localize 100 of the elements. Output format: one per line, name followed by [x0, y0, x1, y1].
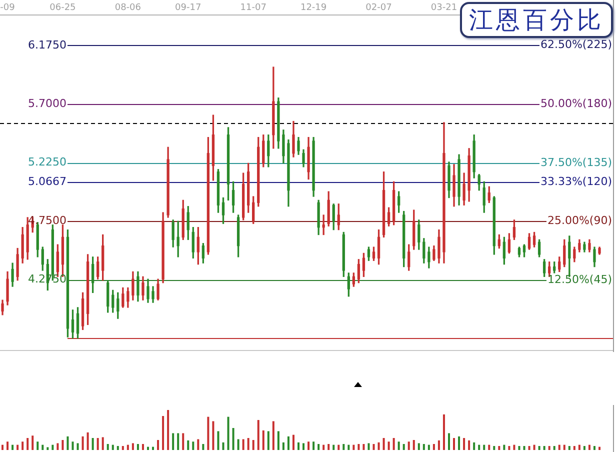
bar — [598, 446, 600, 450]
bar — [428, 444, 430, 450]
bar — [212, 421, 214, 450]
y-tick-label: 5.7000 — [28, 96, 66, 110]
bar — [442, 414, 445, 450]
bar — [16, 444, 19, 450]
bar — [142, 444, 144, 450]
bar — [167, 410, 170, 450]
bar — [76, 443, 79, 450]
bar — [32, 436, 34, 450]
bar — [563, 444, 566, 450]
bar — [528, 446, 530, 450]
bar — [86, 432, 89, 450]
bar — [297, 442, 300, 450]
bar — [488, 444, 490, 450]
bar — [382, 438, 385, 450]
bar — [438, 440, 440, 450]
bar — [262, 430, 264, 450]
bar — [302, 443, 305, 450]
bar — [197, 439, 200, 450]
bar — [252, 440, 254, 450]
bar — [102, 437, 104, 450]
x-tick-label: 11-07 — [240, 2, 266, 13]
bar — [318, 444, 320, 450]
bar — [82, 436, 84, 450]
ref-line-label: 62.50%(225) — [540, 38, 612, 51]
y-tick-label: 5.2250 — [28, 155, 66, 168]
bar — [177, 433, 180, 450]
x-tick-label: 03-21 — [430, 2, 458, 13]
bar — [448, 433, 450, 450]
bar — [338, 444, 340, 450]
bar — [232, 428, 234, 450]
bar — [66, 436, 69, 450]
bar — [508, 446, 510, 450]
bar — [322, 444, 325, 450]
bar — [588, 444, 590, 450]
bar — [493, 446, 496, 450]
bar — [458, 436, 460, 450]
bar — [538, 446, 540, 450]
bar — [342, 444, 345, 450]
bar — [553, 446, 556, 450]
bar — [257, 420, 260, 450]
bar — [352, 444, 355, 450]
bar — [126, 444, 129, 450]
bar — [46, 447, 49, 450]
bar — [227, 416, 230, 450]
bar — [568, 446, 570, 450]
bar — [513, 444, 516, 450]
bar — [6, 442, 9, 450]
bar — [362, 444, 365, 450]
bar — [282, 442, 284, 450]
bar — [468, 440, 470, 450]
bar — [583, 446, 586, 450]
bar — [398, 442, 400, 450]
bar — [96, 438, 99, 450]
bar — [432, 444, 435, 450]
bar — [473, 442, 476, 450]
bar — [222, 442, 224, 450]
bar — [92, 438, 94, 450]
bar — [202, 444, 204, 450]
bar — [328, 444, 330, 450]
bar — [26, 438, 29, 450]
bar — [52, 444, 54, 450]
bar — [312, 442, 315, 450]
bar — [136, 444, 139, 450]
ref-line-label: 12.50%(45) — [547, 272, 612, 286]
bar — [593, 446, 596, 450]
bar — [152, 446, 154, 450]
bar — [503, 444, 506, 450]
chart-title: 江恩百分比 — [460, 2, 613, 38]
bar — [332, 444, 335, 450]
bar — [573, 446, 576, 450]
bar — [162, 416, 164, 450]
bar — [172, 433, 174, 450]
bar — [157, 440, 160, 450]
y-tick-label: 6.1750 — [28, 38, 66, 52]
bar — [56, 443, 59, 450]
x-tick-label: 08-06 — [114, 2, 142, 13]
bar — [12, 444, 14, 450]
bar — [116, 446, 119, 450]
bar — [207, 416, 210, 450]
ref-line-label: 50.00%(180) — [540, 96, 612, 110]
x-tick-label: 09-17 — [175, 2, 202, 13]
bar — [368, 443, 370, 450]
x-tick-label: -09 — [0, 2, 16, 13]
bar — [543, 446, 546, 450]
x-tick-label: 06-25 — [50, 2, 76, 13]
bar — [287, 436, 290, 450]
bar — [348, 444, 350, 450]
bar — [122, 446, 124, 450]
bar — [308, 442, 310, 450]
bar — [42, 444, 44, 450]
bar — [412, 440, 415, 450]
bar — [132, 443, 134, 450]
bar — [22, 442, 24, 450]
bar — [518, 446, 520, 450]
bar — [453, 438, 456, 450]
bar — [388, 442, 390, 450]
bar — [72, 442, 74, 450]
candlestick — [322, 214, 325, 236]
